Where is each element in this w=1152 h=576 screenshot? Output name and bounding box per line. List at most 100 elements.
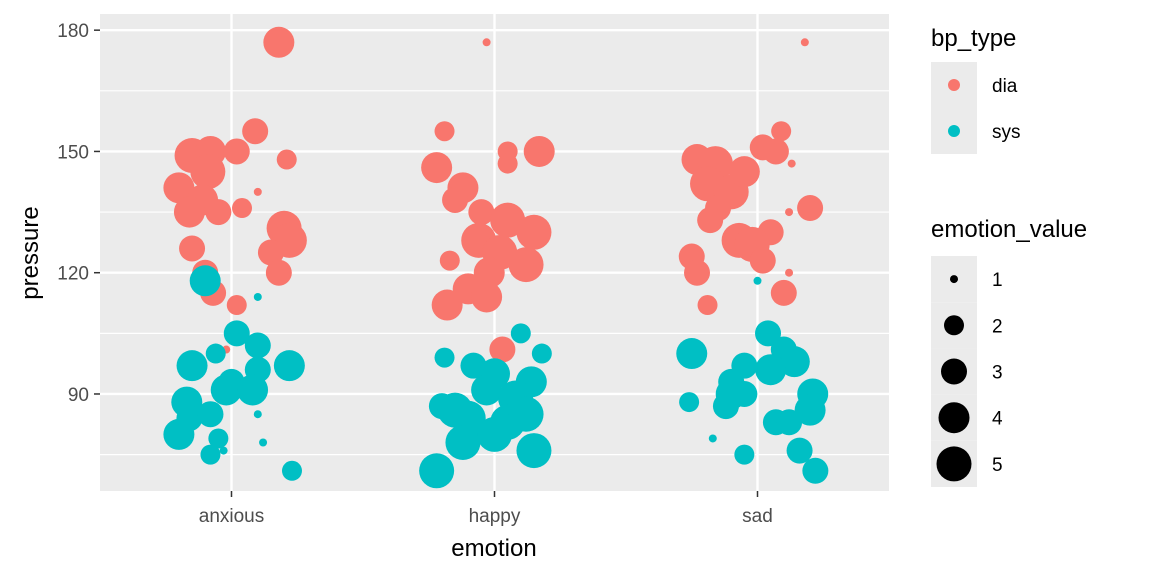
data-point-dia <box>257 239 284 266</box>
data-point-sys <box>755 320 782 347</box>
data-point-sys <box>273 350 305 382</box>
data-point-dia <box>431 289 463 321</box>
data-point-sys <box>786 437 813 464</box>
data-point-sys <box>200 444 221 465</box>
data-point-dia <box>785 208 794 217</box>
data-point-sys <box>419 453 455 489</box>
y-tick-label: 180 <box>57 21 89 42</box>
data-point-dia <box>468 199 495 226</box>
data-point-dia <box>697 207 724 234</box>
data-point-sys <box>253 410 262 419</box>
data-point-dia <box>439 250 460 271</box>
data-point-sys <box>219 446 228 455</box>
data-point-sys <box>731 380 758 407</box>
data-point-sys <box>197 401 224 428</box>
legend-size-key-4 <box>938 402 970 434</box>
data-point-dia <box>523 135 555 167</box>
data-point-sys <box>708 434 717 443</box>
data-point-sys <box>802 457 829 484</box>
data-point-dia <box>205 199 232 226</box>
data-point-dia <box>190 154 226 190</box>
x-tick-label: happy <box>469 506 521 527</box>
data-point-dia <box>490 202 526 238</box>
data-point-dia <box>697 295 718 316</box>
legend-size-label-2: 2 <box>992 316 1003 337</box>
data-point-sys <box>794 394 826 426</box>
data-point-sys <box>508 396 544 432</box>
data-point-dia <box>762 138 789 165</box>
data-point-dia <box>508 247 544 283</box>
data-point-dia <box>434 121 455 142</box>
data-point-sys <box>531 343 552 364</box>
data-point-dia <box>516 214 552 250</box>
legend-size-label-4: 4 <box>992 409 1003 430</box>
data-point-sys <box>176 350 208 382</box>
data-point-dia <box>223 138 250 165</box>
size-legend-title: emotion_value <box>931 216 1087 243</box>
data-point-sys <box>223 320 250 347</box>
data-point-sys <box>734 444 755 465</box>
data-point-sys <box>210 374 242 406</box>
data-point-sys <box>244 332 271 359</box>
data-point-dia <box>728 156 760 188</box>
data-point-dia <box>263 26 295 58</box>
legend-label-dia: dia <box>992 76 1018 97</box>
legend-size-key-3 <box>941 358 967 385</box>
data-point-dia <box>276 149 297 170</box>
data-point-dia <box>787 159 796 168</box>
data-point-sys <box>712 393 739 420</box>
data-point-dia <box>226 295 247 316</box>
data-point-sys <box>471 374 503 406</box>
data-point-dia <box>800 38 809 47</box>
data-point-dia <box>242 118 269 145</box>
legend-size-label-3: 3 <box>992 363 1003 384</box>
color-legend: bp_type dia sys <box>931 25 1021 154</box>
data-point-dia <box>482 38 491 47</box>
data-point-sys <box>753 276 762 285</box>
data-point-dia <box>442 186 469 213</box>
y-tick-label: 90 <box>68 385 89 406</box>
data-point-dia <box>489 336 516 363</box>
data-point-dia <box>173 196 205 228</box>
data-point-sys <box>679 392 700 413</box>
data-point-dia <box>471 281 503 313</box>
data-point-sys <box>237 374 269 406</box>
data-point-sys <box>163 418 195 450</box>
data-point-sys <box>778 346 810 378</box>
data-point-dia <box>771 121 792 142</box>
data-point-sys <box>477 416 512 452</box>
legend-size-key-2 <box>944 315 964 336</box>
y-axis-title: pressure <box>17 206 44 299</box>
data-point-sys <box>208 428 229 449</box>
legend-label-sys: sys <box>992 122 1021 143</box>
x-tick-label: anxious <box>199 506 265 527</box>
x-axis: anxious happy sad <box>199 491 773 527</box>
data-point-dia <box>232 198 253 219</box>
data-point-sys <box>281 460 302 481</box>
data-point-sys <box>434 347 455 368</box>
legend-size-label-5: 5 <box>992 455 1003 476</box>
legend-key-sys <box>948 125 960 137</box>
data-point-sys <box>676 338 708 370</box>
data-point-dia <box>473 257 505 289</box>
data-point-dia <box>265 259 292 286</box>
data-point-dia <box>770 279 797 306</box>
legend-size-label-1: 1 <box>992 270 1003 291</box>
data-point-sys <box>516 433 552 469</box>
data-point-sys <box>253 292 262 301</box>
data-points <box>163 26 829 489</box>
data-point-dia <box>684 259 711 286</box>
y-axis: 90 120 150 180 <box>57 21 100 406</box>
y-tick-label: 150 <box>57 142 89 163</box>
data-point-dia <box>749 247 776 274</box>
data-point-dia <box>421 152 453 184</box>
data-point-sys <box>189 265 221 297</box>
data-point-dia <box>179 235 206 262</box>
data-point-sys <box>510 323 531 344</box>
data-point-sys <box>445 424 481 460</box>
data-point-sys <box>205 343 226 364</box>
legend-size-key-5 <box>936 446 972 482</box>
data-point-dia <box>797 195 824 222</box>
data-point-dia <box>253 187 262 196</box>
data-point-dia <box>497 153 518 174</box>
